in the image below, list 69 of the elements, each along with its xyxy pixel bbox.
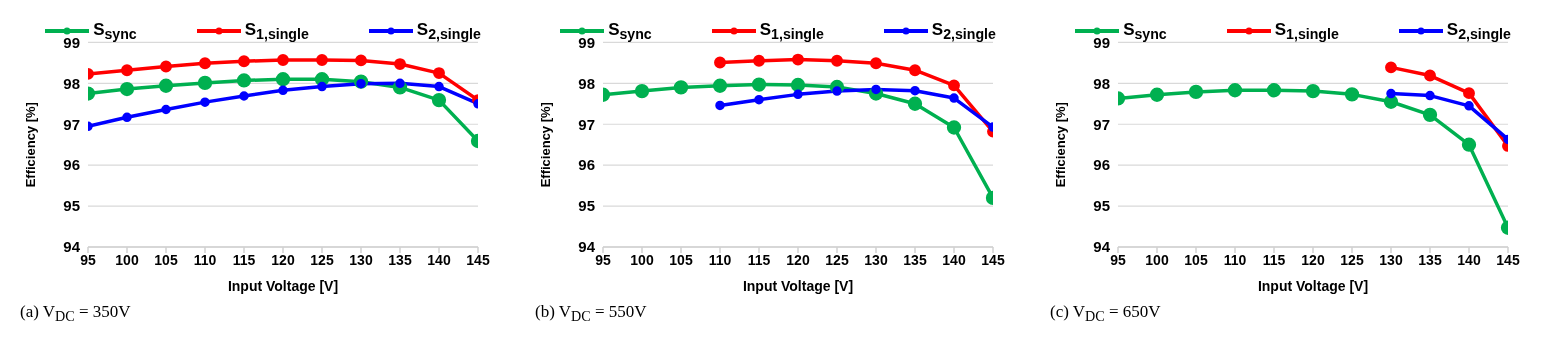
y-tick-label: 96 — [578, 156, 595, 174]
x-axis-title: Input Voltage [V] — [227, 278, 339, 294]
x-tick-label: 115 — [232, 251, 256, 268]
x-tick-label: 120 — [271, 251, 295, 268]
legend-label: S$_{1,single}$ — [759, 20, 824, 43]
y-tick-label: 97 — [578, 115, 595, 133]
legend-label: S$_{sync}$ — [93, 20, 137, 43]
x-tick-label: 100 — [115, 251, 139, 268]
legend-label: S$_{1,single}$ — [244, 20, 309, 43]
y-tick-label: 98 — [1093, 74, 1110, 92]
x-tick-label: 130 — [864, 251, 888, 268]
x-tick-label: 125 — [310, 251, 334, 268]
y-axis-title: Efficiency [%] — [537, 102, 553, 188]
x-tick-label: 135 — [903, 251, 927, 268]
y-tick-label: 99 — [1093, 33, 1110, 51]
x-tick-label: 140 — [942, 251, 966, 268]
x-tick-label: 115 — [747, 251, 771, 268]
y-tick-label: 94 — [1093, 238, 1111, 256]
x-tick-label: 105 — [669, 251, 693, 268]
y-axis-title: Efficiency [%] — [22, 102, 38, 188]
x-tick-label: 120 — [786, 251, 810, 268]
x-tick-label: 130 — [1379, 251, 1403, 268]
x-tick-label: 130 — [349, 251, 373, 268]
x-tick-label: 110 — [1223, 251, 1247, 268]
x-tick-label: 95 — [1110, 251, 1126, 268]
legend-label: S$_{1,single}$ — [1274, 20, 1339, 43]
y-tick-label: 98 — [578, 74, 595, 92]
legend-label: S$_{2,single}$ — [416, 20, 481, 43]
y-tick-label: 95 — [1093, 197, 1110, 215]
text: (a) V$_{DC}$ = 350V — [19, 302, 132, 326]
x-tick-label: 105 — [154, 251, 178, 268]
y-tick-label: 97 — [63, 115, 80, 133]
x-tick-label: 125 — [1340, 251, 1364, 268]
y-tick-label: 96 — [1093, 156, 1110, 174]
y-tick-label: 94 — [578, 238, 596, 256]
x-tick-label: 145 — [1496, 251, 1520, 268]
x-tick-label: 115 — [1262, 251, 1286, 268]
x-tick-label: 100 — [630, 251, 654, 268]
legend-label: S$_{2,single}$ — [931, 20, 996, 43]
legend-label: S$_{sync}$ — [608, 20, 652, 43]
x-tick-label: 100 — [1145, 251, 1169, 268]
y-tick-label: 95 — [578, 197, 595, 215]
y-tick-label: 99 — [63, 33, 80, 51]
x-tick-label: 125 — [825, 251, 849, 268]
x-tick-label: 140 — [1457, 251, 1481, 268]
x-axis-title: Input Voltage [V] — [742, 278, 854, 294]
y-tick-label: 95 — [63, 197, 80, 215]
y-tick-label: 99 — [578, 33, 595, 51]
y-axis-title: Efficiency [%] — [1052, 102, 1068, 188]
x-tick-label: 120 — [1301, 251, 1325, 268]
x-tick-label: 140 — [427, 251, 451, 268]
x-tick-label: 145 — [466, 251, 490, 268]
legend-label: S$_{2,single}$ — [1446, 20, 1511, 43]
y-tick-label: 96 — [63, 156, 80, 174]
x-tick-label: 135 — [388, 251, 412, 268]
y-tick-label: 98 — [63, 74, 80, 92]
x-axis-title: Input Voltage [V] — [1257, 278, 1369, 294]
text: (c) V$_{DC}$ = 650V — [1049, 302, 1162, 326]
x-tick-label: 135 — [1418, 251, 1442, 268]
x-tick-label: 95 — [80, 251, 96, 268]
x-tick-label: 95 — [595, 251, 611, 268]
x-tick-label: 110 — [193, 251, 217, 268]
y-tick-label: 97 — [1093, 115, 1110, 133]
x-tick-label: 105 — [1184, 251, 1208, 268]
y-tick-label: 94 — [63, 238, 81, 256]
x-tick-label: 110 — [708, 251, 732, 268]
x-tick-label: 145 — [981, 251, 1005, 268]
text: (b) V$_{DC}$ = 550V — [534, 302, 648, 326]
legend-label: S$_{sync}$ — [1123, 20, 1167, 43]
